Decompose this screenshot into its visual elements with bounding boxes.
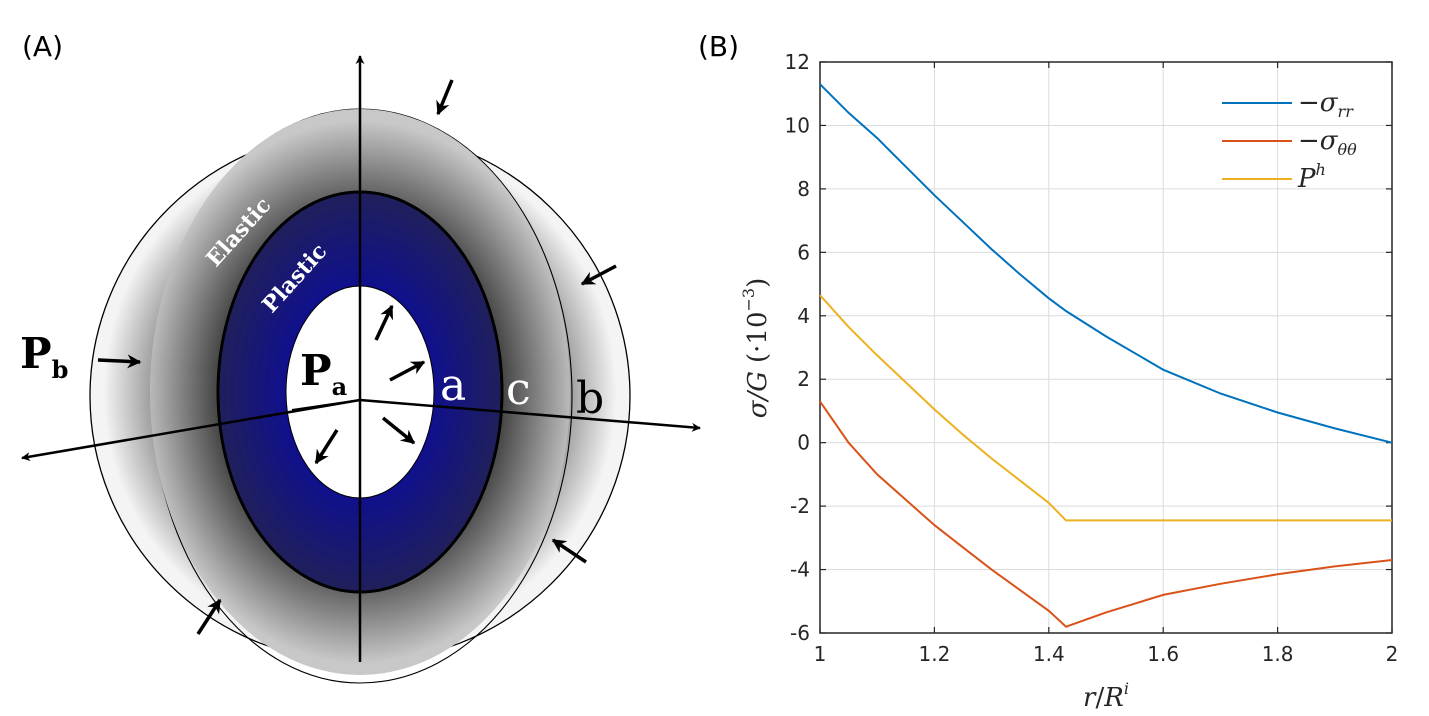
pa-label: Pa: [300, 346, 347, 401]
x-tick-label: 2: [1386, 642, 1399, 666]
pb-label: Pb: [20, 329, 68, 384]
x-tick-label: 1.4: [1033, 642, 1065, 666]
left-axis: [21, 398, 361, 462]
x-tick-label: 1.8: [1262, 642, 1294, 666]
x-tick-label: 1: [814, 642, 827, 666]
plot-area: [819, 61, 1393, 634]
radius-c-label: c: [506, 364, 531, 415]
y-tick-label: -4: [790, 558, 810, 582]
series-line-h: [819, 294, 1392, 522]
series-line-rr: [819, 83, 1393, 444]
y-tick-label: 4: [797, 304, 810, 328]
inner-arrow: [389, 360, 426, 382]
series-line-θθ: [819, 400, 1393, 628]
legend-entry: −σrr: [1298, 88, 1354, 121]
outer-arrow: [196, 598, 222, 635]
inner-arrow: [374, 304, 394, 341]
x-axis-label: r/Ri: [1083, 679, 1129, 713]
series: [819, 83, 1393, 628]
legend-entry: −σθθ: [1298, 126, 1357, 159]
inner-radius-line: [291, 399, 361, 411]
ticks: 1 1.2 1.4 1.6 1.8 2 -6 -4 -2 0 2 4 6 8 10 12: [785, 50, 1399, 666]
y-tick-label: 10: [785, 113, 810, 137]
radius-b-label: b: [576, 373, 604, 424]
outer-arrow: [580, 264, 617, 286]
panel-a-label: (A): [22, 30, 63, 63]
x-tick-label: 1.6: [1147, 642, 1179, 666]
outer-arrow: [97, 354, 142, 369]
x-tick-label: 1.2: [918, 642, 950, 666]
outer-arrow: [436, 79, 454, 116]
radius-a-label: a: [440, 360, 466, 411]
y-tick-label: 0: [797, 431, 810, 455]
y-tick-label: 12: [785, 50, 810, 74]
y-axis-label: σ/G(·10−3): [739, 278, 773, 419]
outer-shell-crescent: [360, 108, 573, 684]
inner-arrow: [314, 429, 339, 465]
y-tick-label: 2: [797, 367, 810, 391]
panel-a: (A) Elastic Plastic Pa: [20, 30, 701, 684]
y-tick-label: -2: [790, 494, 810, 518]
right-axis: [359, 398, 701, 432]
panel-b-label: (B): [698, 30, 739, 63]
inner-arrow: [381, 416, 416, 445]
y-tick-label: 6: [797, 240, 810, 264]
y-tick-label: 8: [797, 177, 810, 201]
outer-arrow: [551, 538, 587, 564]
y-tick-label: -6: [790, 621, 810, 645]
legend-entry: Ph: [1297, 160, 1326, 194]
